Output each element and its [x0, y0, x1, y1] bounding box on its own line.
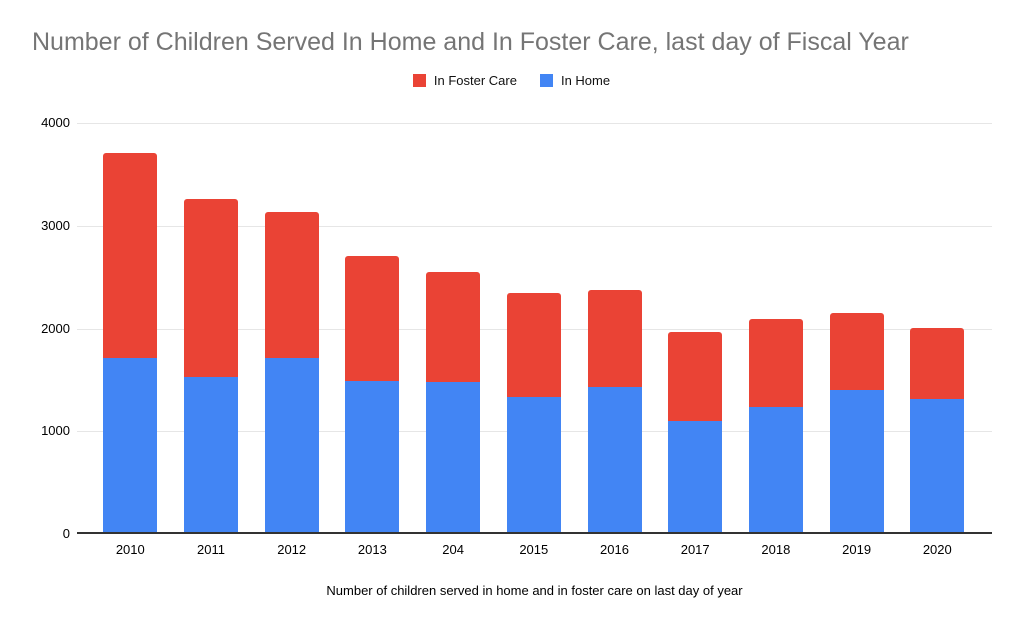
x-axis-tick-label: 2020 [922, 542, 952, 557]
bar-segment-in-home [748, 406, 803, 532]
bar-stack-2013 [345, 255, 400, 532]
bar-segment-in-foster-care [668, 331, 723, 422]
x-axis-tick-label: 2013 [357, 542, 387, 557]
bar-stack-2011 [184, 199, 238, 532]
y-axis-tick-label: 1000 [41, 423, 70, 439]
bar-segment-in-foster-care [345, 255, 400, 381]
x-axis-tick-label: 2011 [197, 542, 225, 557]
x-axis-tick-label: 2018 [761, 542, 791, 557]
y-axis-tick-label: 3000 [41, 217, 70, 233]
bar-segment-in-foster-care [506, 292, 561, 398]
bar-stack-2019 [829, 313, 884, 532]
gridline-4000 [77, 123, 992, 124]
bar-segment-in-home [668, 421, 723, 532]
bar-segment-in-foster-care [748, 319, 803, 407]
y-axis-tick-label: 4000 [41, 115, 70, 130]
legend-swatch-in-home-icon [539, 74, 553, 87]
y-axis-tick-label: 2000 [41, 320, 70, 336]
plot-area: 0 1000 2000 3000 4000 2010 2011 2012 2013 204 2015… [41, 115, 992, 557]
legend-label-in-foster-care: In Foster Care [433, 73, 517, 88]
legend: In Foster Care In Home [0, 74, 1023, 87]
bar-stack-2016 [587, 289, 642, 532]
bar-segment-in-home [103, 358, 158, 532]
legend-swatch-in-foster-care-icon [412, 74, 426, 87]
legend-item-in-home: In Home [539, 73, 611, 88]
bar-segment-in-home [264, 358, 319, 532]
bar-stack-204 [426, 272, 481, 532]
chart-title: Number of Children Served In Home and In… [32, 28, 909, 56]
x-axis-tick-label: 2019 [842, 542, 872, 557]
bar-segment-in-foster-care [103, 152, 158, 359]
bar-segment-in-foster-care [910, 327, 965, 400]
x-axis-tick-label: 2015 [519, 542, 549, 557]
bar-stack-2012 [264, 212, 319, 532]
bar-segment-in-home [345, 380, 400, 532]
bar-stack-2020 [910, 327, 965, 532]
bar-segment-in-foster-care [587, 289, 642, 388]
x-axis-tick-label: 204 [442, 542, 464, 557]
bar-segment-in-home [426, 382, 481, 532]
bar-stack-2018 [748, 319, 803, 532]
bar-segment-in-foster-care [184, 199, 238, 377]
bar-segment-in-home [184, 376, 238, 532]
legend-item-in-foster-care: In Foster Care [412, 73, 517, 88]
x-axis-tick-label: 2010 [115, 542, 145, 557]
bar-segment-in-home [910, 399, 965, 532]
x-axis-tick-label: 2012 [277, 542, 307, 557]
bar-segment-in-foster-care [829, 313, 884, 391]
bar-stack-2010 [103, 152, 158, 532]
legend-label-in-home: In Home [560, 73, 611, 88]
x-axis-tick-label: 2017 [680, 542, 710, 557]
bar-stack-2015 [506, 292, 561, 532]
bar-segment-in-foster-care [426, 272, 481, 382]
bar-segment-in-home [506, 397, 561, 532]
bar-segment-in-home [587, 387, 642, 532]
x-axis-caption: Number of children served in home and in… [326, 583, 743, 598]
bar-segment-in-home [829, 390, 884, 532]
x-axis-tick-label: 2016 [600, 542, 629, 557]
gridline-3000 [77, 225, 992, 227]
bar-segment-in-foster-care [264, 212, 319, 359]
bar-stack-2017 [668, 331, 723, 532]
y-axis-tick-label: 0 [62, 526, 70, 541]
